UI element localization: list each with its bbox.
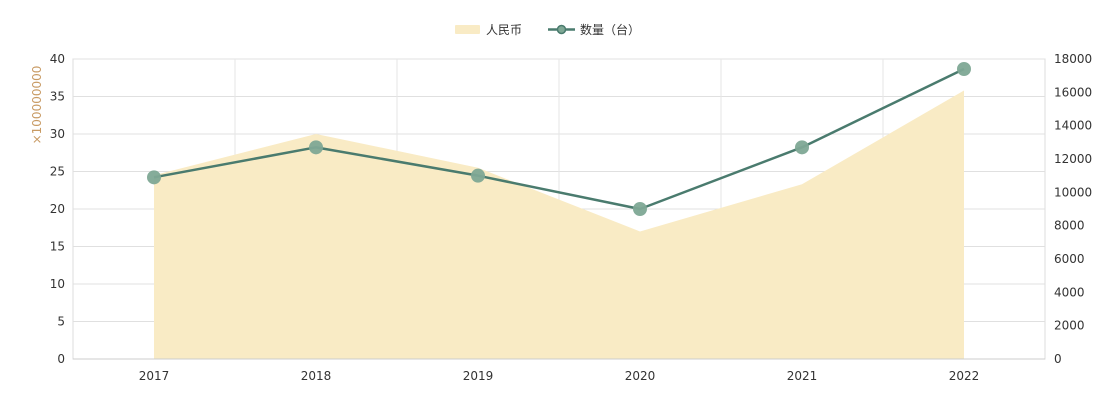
y-left-tick-label: 5 (57, 315, 65, 329)
line-layer (147, 62, 971, 216)
x-tick-label: 2022 (949, 369, 980, 383)
y-left-tick-label: 20 (50, 202, 65, 216)
x-tick-label: 2019 (463, 369, 494, 383)
x-tick-label: 2017 (139, 369, 170, 383)
x-tick-label: 2021 (787, 369, 818, 383)
y-right-tick-label: 6000 (1054, 252, 1085, 266)
line-point[interactable] (957, 62, 971, 76)
line-point[interactable] (633, 202, 647, 216)
y-axis-left-label: ×100000000 (30, 66, 44, 145)
y-left-tick-label: 15 (50, 240, 65, 254)
y-left-tick-label: 0 (57, 352, 65, 366)
y-right-tick-label: 4000 (1054, 285, 1085, 299)
line-point[interactable] (795, 140, 809, 155)
axis-layer: 0 5 10 15 20 25 30 35 40 0 2000 4000 6000 8000 10000 12… (50, 52, 1092, 383)
x-tick-label: 2020 (625, 369, 656, 383)
y-left-tick-label: 40 (50, 52, 65, 66)
line-point[interactable] (471, 168, 485, 183)
legend-label-line[interactable]: 数量（台） (580, 22, 640, 37)
y-left-tick-label: 10 (50, 277, 65, 291)
y-right-tick-label: 12000 (1054, 152, 1092, 166)
line-series-quantity[interactable] (153, 67, 965, 211)
y-right-tick-label: 14000 (1054, 119, 1092, 133)
y-left-tick-label: 35 (50, 90, 65, 104)
y-right-tick-label: 8000 (1054, 219, 1085, 233)
legend: 人民币 数量（台） (455, 22, 640, 37)
y-right-tick-label: 16000 (1054, 85, 1092, 99)
y-right-tick-label: 10000 (1054, 185, 1092, 199)
y-right-tick-label: 0 (1054, 352, 1062, 366)
x-tick-label: 2018 (301, 369, 332, 383)
legend-swatch-marker (556, 24, 567, 35)
legend-label-area[interactable]: 人民币 (486, 23, 522, 37)
y-left-tick-label: 30 (50, 127, 65, 141)
line-point[interactable] (309, 140, 323, 155)
line-point[interactable] (147, 170, 161, 185)
y-left-tick-label: 25 (50, 165, 65, 179)
y-right-tick-label: 18000 (1054, 52, 1092, 66)
legend-swatch-area[interactable] (455, 25, 480, 34)
area-series-renminbi[interactable] (154, 90, 964, 360)
y-right-tick-label: 2000 (1054, 319, 1085, 333)
area-layer (154, 90, 964, 360)
